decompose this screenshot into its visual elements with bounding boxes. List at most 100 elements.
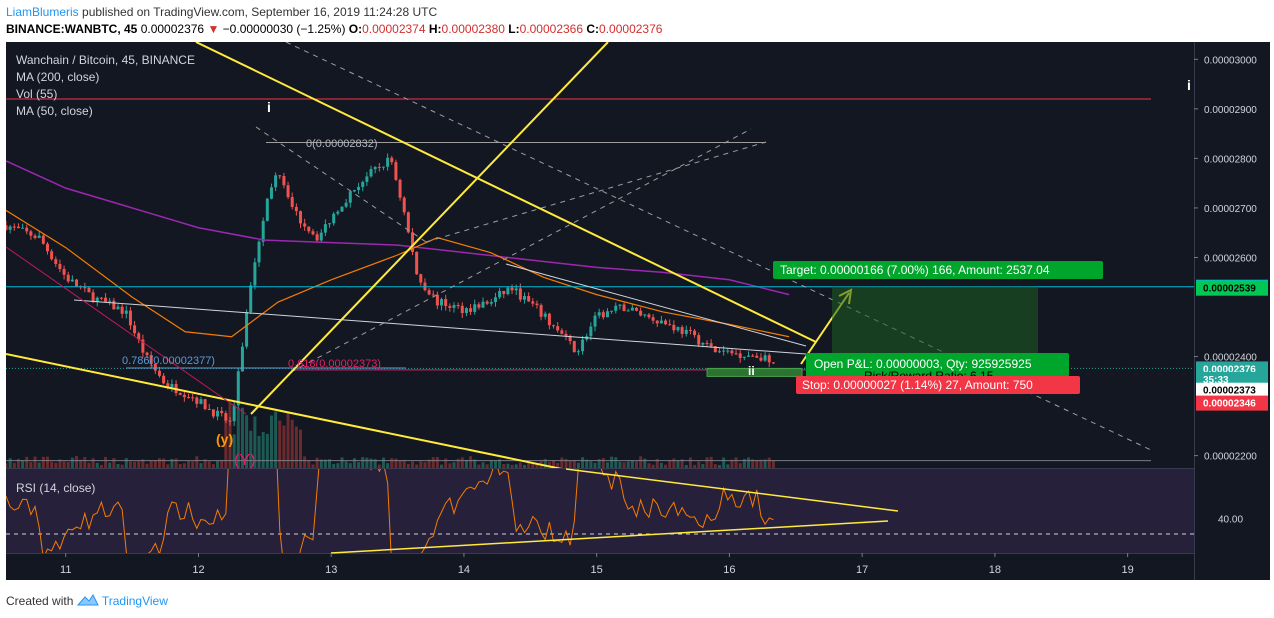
trend-drawings[interactable] [6,42,1194,474]
candle-body [187,397,191,399]
candle-body [493,297,497,303]
volume-bar [232,434,236,468]
volume-bar [693,464,697,468]
symbol-quote-line: BINANCE:WANBTC, 45 0.00002376 ▼ −0.00000… [6,22,662,36]
high-value: 0.00002380 [441,22,505,36]
volume-bar [50,461,54,468]
volume-legend[interactable]: Vol (55) [16,87,58,101]
fib-zero-label: 0(0.00002832) [306,138,378,150]
open-label: O: [348,22,363,36]
candle-body [232,405,236,422]
candle-body [672,324,676,331]
volume-bar [307,459,311,468]
volume-bar [618,461,622,468]
candle-body [191,397,195,399]
volume-bar [124,458,128,468]
volume-bar [120,464,124,468]
volume-bar [162,458,166,468]
volume-bar [286,413,290,468]
candle-body [759,357,763,361]
volume-bar [630,461,634,468]
candle-body [664,320,668,325]
volume-bar [705,457,709,468]
volume-bar [659,462,663,468]
candle-body [29,231,33,236]
close-label: C: [586,22,600,36]
volume-bar [211,464,215,468]
candle-body [344,202,348,207]
moving-average-lines [6,160,790,338]
volume-bar [41,456,45,468]
volume-bar [643,458,647,468]
volume-bar [605,462,609,468]
candle-body [91,292,95,302]
volume-bar [581,457,585,468]
volume-bar [406,463,410,468]
time-tick-label: 13 [325,564,337,576]
entry-zone [706,367,803,377]
price-badge-text: 0.00002373 [1203,386,1256,397]
volume-bar [759,459,763,468]
candle-body [564,333,568,336]
dashed-guide [255,126,427,243]
rsi-upper-trendline [565,468,899,512]
candle-body [618,304,622,306]
dashed-channel-lower-a [290,128,752,373]
volume-bar [381,457,385,468]
volume-bar [672,458,676,468]
volume-bar [87,462,91,468]
candle-body [427,290,431,295]
volume-bar [54,462,58,468]
volume-bar [29,462,33,468]
volume-bar [639,456,643,468]
candle-body [539,305,543,317]
candle-body [265,198,269,221]
volume-bar [664,464,668,468]
stop-label: Stop: 0.00000027 (1.14%) 27, Amount: 750 [796,376,1080,394]
ma200-legend[interactable]: MA (200, close) [16,70,100,84]
volume-bar [45,456,49,468]
candle-body [568,335,572,342]
candlestick-series [6,153,775,427]
price-badge-text: 0.00002376 [1203,364,1256,375]
candle-body [547,313,551,326]
volume-bar [149,460,153,468]
volume-bar [738,463,742,468]
price-badge-text: 0.00002346 [1203,399,1256,410]
volume-bar [311,464,315,468]
volume-bar [207,461,211,468]
volume-bar [514,464,518,468]
candle-body [352,190,356,192]
volume-bar [187,460,191,468]
volume-bar [166,464,170,468]
rsi-legend[interactable]: RSI (14, close) [16,481,96,495]
candle-body [527,296,531,302]
chart-panel[interactable]: 0(0.00002832) 0.786(0.00002377) 0.618(0.00… [6,42,1270,580]
candle-body [643,314,647,316]
last-price: 0.00002376 [140,22,205,36]
time-axis: 11 12 13 14 15 16 17 18 19 [60,553,1134,576]
price-badge-bg [1196,382,1268,398]
volume-bar [493,460,497,468]
ma50-legend[interactable]: MA (50, close) [16,104,93,118]
volume-bar [506,463,510,468]
candle-body [62,268,66,275]
volume-bar [37,462,41,468]
candle-body [315,234,319,241]
volume-bar [199,463,203,468]
time-tick-label: 12 [192,564,204,576]
volume-bar [58,459,62,468]
volume-bar [460,457,464,468]
tradingview-link[interactable]: TradingView [101,594,168,608]
volume-bar [245,415,249,468]
author-link[interactable]: LiamBlumeris [6,5,79,19]
chart-title[interactable]: Wanchain / Bitcoin, 45, BINANCE [16,53,195,67]
price-chart-svg[interactable]: 0(0.00002832) 0.786(0.00002377) 0.618(0.00… [6,42,1270,580]
volume-bar [278,420,282,468]
candle-body [635,307,639,311]
candle-body [369,169,373,177]
candle-body [240,346,244,372]
candle-body [50,251,54,260]
volume-bar [730,459,734,468]
rsi-tick-label: 40.00 [1218,514,1243,525]
